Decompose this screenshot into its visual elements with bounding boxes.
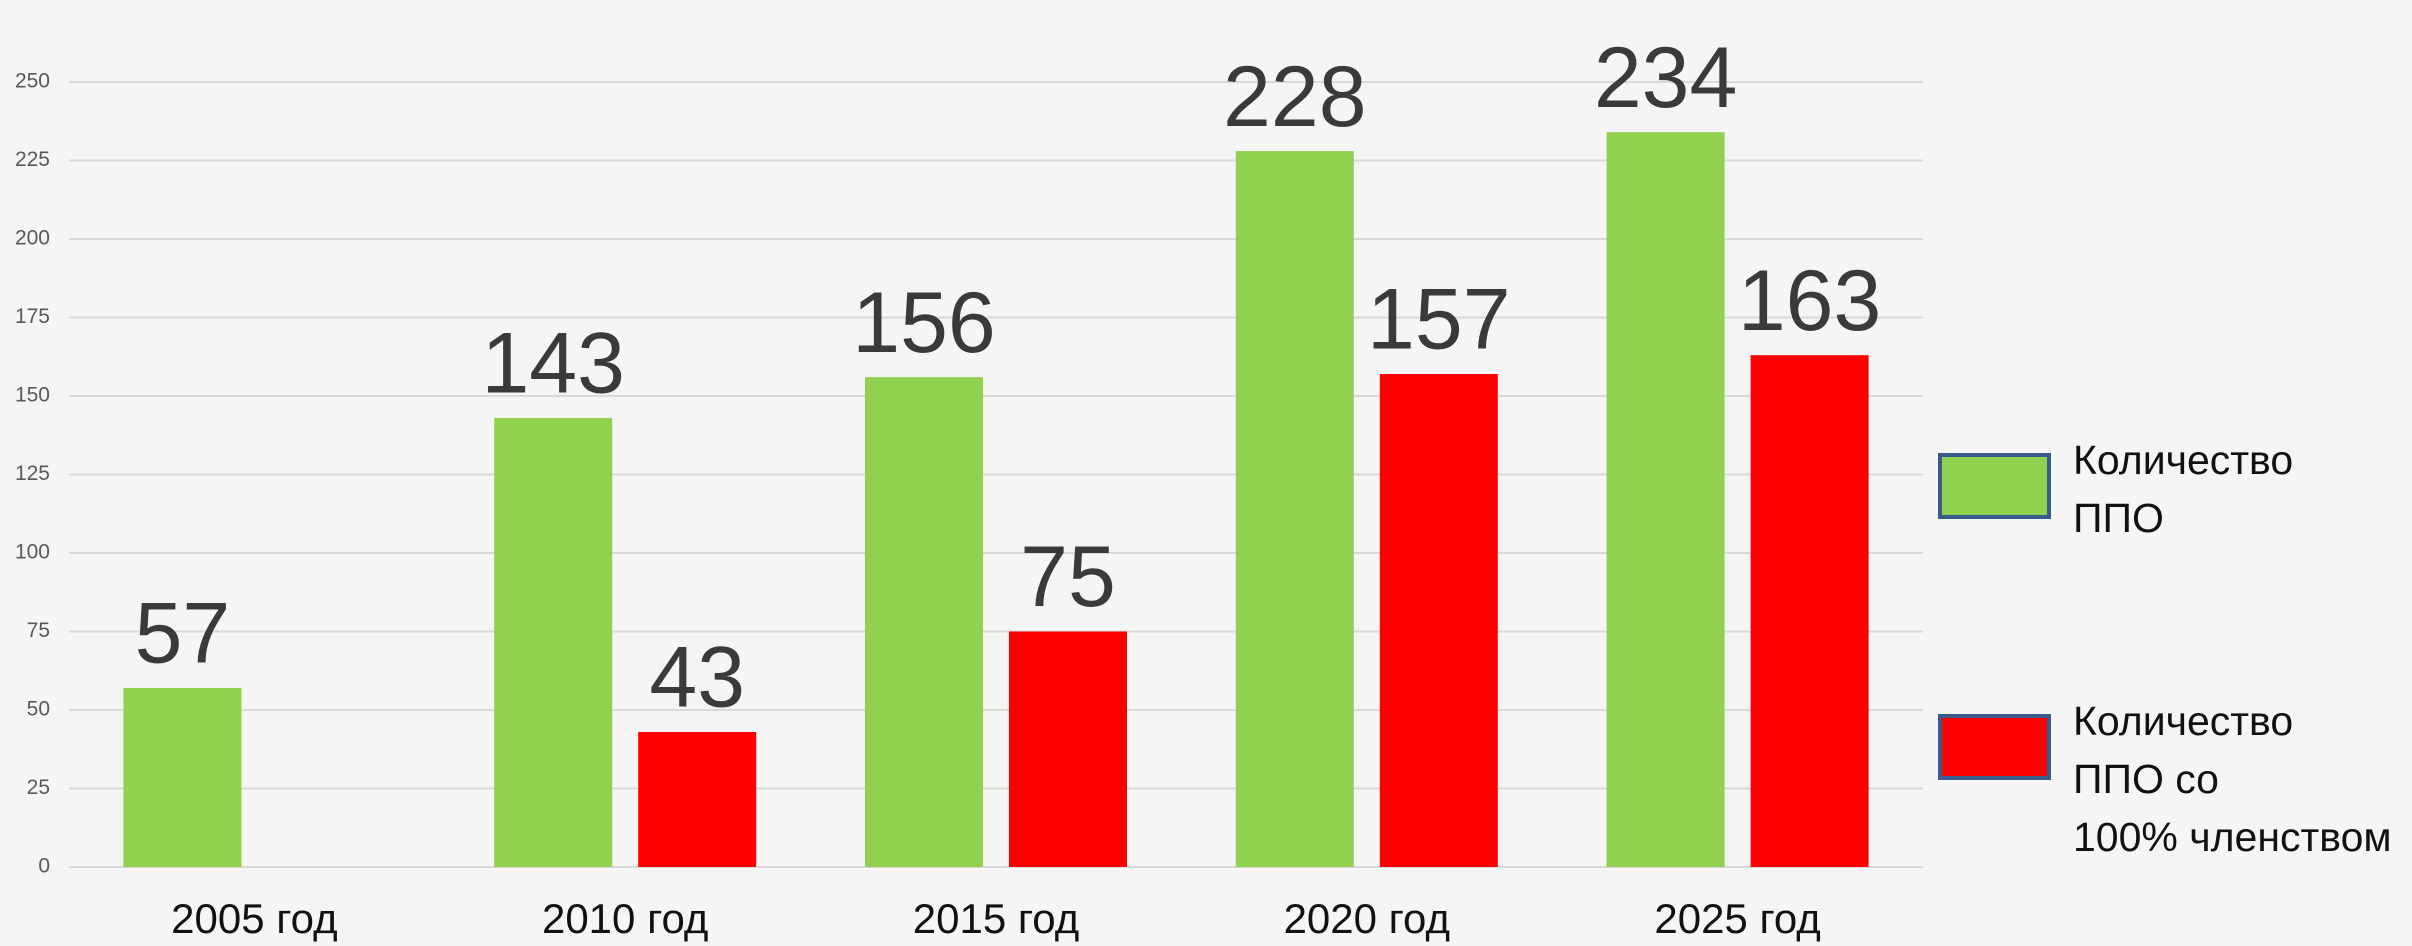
y-tick-label: 250 (15, 70, 50, 93)
legend-swatch (1938, 714, 2051, 780)
data-label: 156 (852, 275, 996, 371)
y-tick-label: 25 (27, 776, 50, 799)
x-tick-label: 2015 год (913, 895, 1079, 942)
data-label: 143 (481, 316, 625, 412)
data-label: 163 (1738, 253, 1882, 349)
bar (1379, 374, 1498, 867)
data-label: 234 (1594, 30, 1738, 126)
legend-item: Количество ППО (1938, 431, 2293, 547)
data-label: 157 (1367, 272, 1511, 368)
x-tick-label: 2025 год (1654, 895, 1820, 942)
x-tick-label: 2005 год (171, 895, 337, 942)
y-tick-label: 225 (15, 148, 50, 171)
bar (638, 731, 757, 867)
y-tick-label: 200 (15, 227, 50, 250)
y-tick-label: 150 (15, 384, 50, 407)
y-tick-label: 125 (15, 462, 50, 485)
y-tick-label: 75 (27, 619, 50, 642)
data-label: 57 (135, 586, 231, 682)
y-tick-label: 175 (15, 305, 50, 328)
bar (1009, 631, 1127, 867)
y-tick-label: 50 (27, 698, 50, 721)
data-label: 228 (1223, 49, 1367, 145)
y-tick-label: 100 (15, 541, 50, 564)
legend-item: Количество ППО со 100% членством (1938, 692, 2392, 866)
bar (494, 417, 613, 867)
bar (1606, 132, 1725, 868)
data-label: 43 (649, 630, 745, 726)
data-label: 75 (1020, 529, 1116, 625)
legend-label: Количество ППО (2073, 437, 2294, 541)
bar (1235, 151, 1354, 867)
x-tick-label: 2020 год (1284, 895, 1450, 942)
legend-label: Количество ППО со 100% членством (2073, 698, 2392, 860)
bar (865, 377, 983, 867)
bar (1750, 355, 1869, 867)
legend-swatch (1938, 453, 2051, 519)
x-tick-label: 2010 год (542, 895, 708, 942)
bar (123, 688, 242, 867)
y-tick-label: 0 (38, 855, 50, 878)
